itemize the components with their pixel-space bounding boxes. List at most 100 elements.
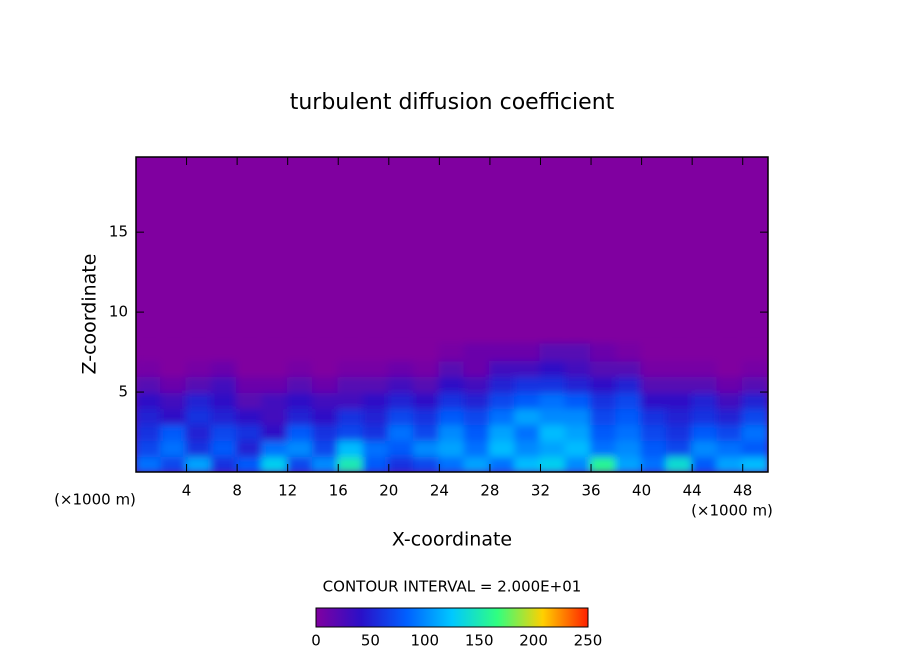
field-cell [463, 375, 491, 394]
field-cell [716, 439, 744, 458]
field-cell [665, 423, 694, 442]
field-cell [716, 375, 744, 394]
field-cell [590, 423, 618, 442]
x-tick-label: 12 [278, 482, 297, 500]
field-cell [716, 455, 744, 472]
colorbar-tick-label: 50 [361, 632, 380, 650]
field-cell [488, 359, 517, 378]
field-cell [615, 359, 643, 378]
field-cell [590, 375, 618, 394]
field-cell [615, 343, 643, 362]
field-cell [691, 455, 719, 472]
field-cell [539, 391, 567, 410]
field-cell [387, 391, 416, 410]
field-cell [362, 439, 390, 458]
field-cell [716, 359, 744, 378]
field-cell [286, 375, 314, 394]
field-cell [337, 407, 365, 426]
field-cell [261, 343, 289, 362]
field-cell [438, 407, 466, 426]
field-cell [615, 407, 643, 426]
field-cell [691, 407, 719, 426]
field-cell [311, 423, 340, 442]
field-cell [311, 455, 340, 472]
field-cell [413, 359, 441, 378]
field-cell [337, 343, 365, 362]
field-cell [590, 407, 618, 426]
field-cell [615, 455, 643, 472]
field-cell [564, 407, 593, 426]
field-cell [438, 359, 466, 378]
field-cell [286, 455, 314, 472]
field-cell [640, 359, 668, 378]
field-cell [463, 391, 491, 410]
field-cell [640, 391, 668, 410]
x-tick-label: 20 [379, 482, 398, 500]
field-cell [438, 375, 466, 394]
y-tick-label: 15 [109, 223, 128, 241]
field-cell [185, 391, 213, 410]
field-cell [590, 439, 618, 458]
field-cell [210, 423, 239, 442]
field-cell [236, 423, 264, 442]
field-cell [665, 343, 694, 362]
field-cell [286, 423, 314, 442]
field-cell [136, 375, 163, 394]
colorbar-tick-label: 200 [519, 632, 548, 650]
field-cell [640, 439, 668, 458]
field-cell [691, 375, 719, 394]
field-cell [488, 375, 517, 394]
field-cell [514, 375, 542, 394]
field-cell [463, 407, 491, 426]
field-cell [514, 439, 542, 458]
field-cell [337, 391, 365, 410]
field-cell [185, 423, 213, 442]
field-cell [387, 455, 416, 472]
field-cell [539, 423, 567, 442]
field-cell [136, 423, 163, 442]
field-cell [716, 423, 744, 442]
field-cell [413, 423, 441, 442]
field-cell [185, 407, 213, 426]
field-cell [665, 391, 694, 410]
field-cell [362, 359, 390, 378]
colorbar-ticks: 0 50 100 150 200 250 [311, 632, 602, 650]
field-cell [236, 455, 264, 472]
field-cell [136, 407, 163, 426]
field-cell [438, 391, 466, 410]
y-tick-label: 5 [118, 383, 128, 401]
field-cell [514, 343, 542, 362]
field-cell [615, 375, 643, 394]
field-cell [564, 423, 593, 442]
field-cell [160, 439, 188, 458]
field-cell [665, 359, 694, 378]
field-cell [564, 391, 593, 410]
field-cell [741, 359, 768, 378]
field-cell [261, 423, 289, 442]
field-cell [261, 375, 289, 394]
field-cell [488, 343, 517, 362]
field-cell [210, 391, 239, 410]
field-cell [236, 391, 264, 410]
field-cell [286, 439, 314, 458]
field-cell [488, 439, 517, 458]
field-cell [741, 455, 768, 472]
field-cell [438, 455, 466, 472]
field-cell [539, 375, 567, 394]
field-cell [539, 343, 567, 362]
field-cell [286, 343, 314, 362]
x-tick-label: 16 [329, 482, 348, 500]
x-tick-label: 36 [581, 482, 600, 500]
field-cell [136, 455, 163, 472]
field-cell [413, 455, 441, 472]
field-cell [514, 423, 542, 442]
x-axis-label: X-coordinate [392, 529, 512, 551]
field-cell [463, 455, 491, 472]
field-cell [488, 407, 517, 426]
field-cell [514, 455, 542, 472]
field-cell [185, 343, 213, 362]
field-cell [362, 455, 390, 472]
field-cell [210, 407, 239, 426]
